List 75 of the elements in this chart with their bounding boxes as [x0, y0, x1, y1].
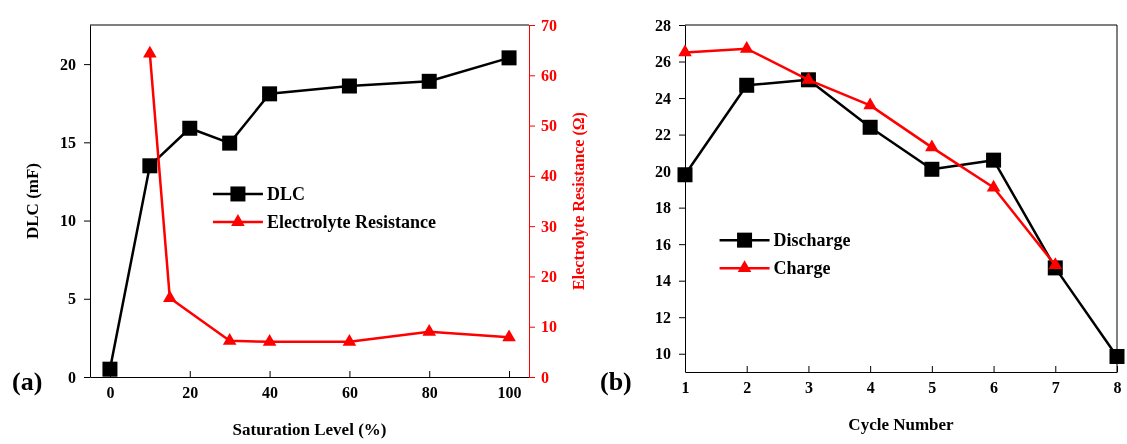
- y-tick-label: 24: [655, 89, 671, 107]
- x-tick-label: 40: [262, 384, 279, 402]
- y-tick-label: 5: [68, 290, 76, 308]
- x-tick-label: 7: [1051, 379, 1060, 397]
- x-tick-label: 4: [866, 379, 875, 397]
- x-tick-label: 80: [421, 384, 438, 402]
- x-tick-label: 3: [804, 379, 813, 397]
- y2-tick-label: 30: [541, 217, 557, 235]
- x-tick-label: 8: [1113, 379, 1122, 397]
- legend-label: Charge: [773, 258, 831, 279]
- y-tick-label: 10: [655, 345, 671, 363]
- point: [341, 78, 357, 94]
- point: [142, 158, 158, 174]
- x-tick-label: 6: [990, 379, 999, 397]
- y-tick-label: 12: [655, 308, 671, 326]
- y-axis-title: DLC (mF): [23, 162, 42, 240]
- y-tick-label: 20: [60, 55, 76, 73]
- y2-tick-label: 20: [541, 268, 557, 286]
- y2-axis-title: Electrolyte Resistance (Ω): [570, 112, 588, 290]
- legend-label: DLC: [266, 183, 305, 204]
- y-tick-label: 26: [655, 53, 671, 71]
- point: [1048, 257, 1063, 270]
- text: (a): [12, 367, 43, 396]
- x-axis-title: Saturation Level (%): [232, 420, 387, 439]
- y2-tick-label: 50: [541, 117, 557, 135]
- point: [986, 179, 1001, 192]
- y-tick-label: 0: [68, 368, 76, 386]
- y-tick-label: 16: [655, 235, 671, 253]
- x-tick-label: 0: [106, 384, 115, 402]
- point: [801, 71, 816, 84]
- point: [986, 152, 1002, 168]
- point: [222, 135, 238, 151]
- x-axis-title: Cycle Number: [848, 415, 955, 434]
- legend-label: Electrolyte Resistance: [266, 211, 437, 232]
- x-tick-label: 100: [497, 384, 522, 402]
- point: [862, 119, 878, 135]
- point: [163, 290, 177, 302]
- text: (b): [600, 367, 632, 396]
- y-tick-label: 10: [60, 212, 76, 230]
- x-tick-label: 5: [928, 379, 937, 397]
- point: [262, 333, 277, 346]
- x-tick-label: 20: [182, 384, 199, 402]
- legend-label: Discharge: [773, 230, 851, 251]
- y2-tick-label: 0: [541, 368, 549, 386]
- point: [1109, 348, 1125, 364]
- point: [222, 332, 237, 345]
- point: [678, 44, 692, 57]
- point: [102, 361, 118, 377]
- y-tick-label: 14: [655, 272, 671, 290]
- y2-tick-label: 70: [541, 16, 557, 34]
- x-tick-label: 2: [743, 379, 752, 397]
- point: [925, 139, 939, 152]
- y2-tick-label: 10: [541, 318, 557, 336]
- point: [421, 73, 437, 89]
- y-tick-label: 20: [655, 162, 671, 180]
- point: [739, 40, 754, 53]
- point: [342, 333, 357, 346]
- point: [677, 167, 693, 183]
- point: [739, 77, 755, 93]
- x-tick-label: 1: [681, 379, 690, 397]
- point: [924, 161, 940, 177]
- y2-tick-label: 40: [541, 167, 557, 185]
- point: [863, 97, 877, 110]
- point: [262, 86, 278, 102]
- y-tick-label: 28: [655, 16, 671, 34]
- point: [422, 323, 437, 336]
- point: [502, 329, 516, 342]
- y-tick-label: 22: [655, 126, 671, 144]
- y2-tick-label: 60: [541, 66, 557, 84]
- y-tick-label: 18: [655, 199, 671, 217]
- y-tick-label: 15: [60, 133, 76, 151]
- x-tick-label: 60: [341, 384, 358, 402]
- point: [143, 45, 157, 58]
- point: [182, 120, 198, 136]
- point: [501, 50, 517, 66]
